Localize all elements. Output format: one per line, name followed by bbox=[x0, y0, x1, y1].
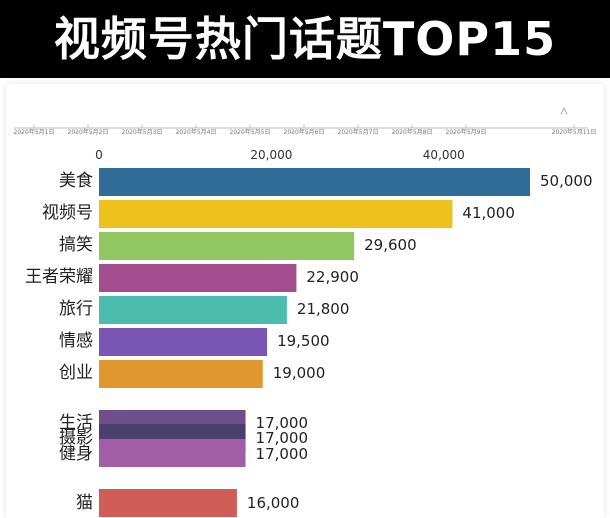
bar-group: 健身 17,000 bbox=[59, 439, 308, 467]
value-label: 22,900 bbox=[306, 268, 359, 286]
bar bbox=[99, 264, 297, 292]
timeline-axis: 2020年5月1日 2020年5月2日 2020年5月3日 2020年5月4日 2020… bbox=[14, 106, 597, 136]
category-label: 生活 bbox=[59, 413, 93, 433]
bar bbox=[99, 168, 530, 196]
value-label: 19,500 bbox=[277, 332, 330, 350]
value-label: 41,000 bbox=[462, 204, 515, 222]
value-label: 21,800 bbox=[297, 300, 350, 318]
bar-group: 美食 50,000 bbox=[59, 168, 593, 196]
timeline-date-label: 2020年5月8日 bbox=[392, 128, 433, 136]
bar bbox=[99, 489, 237, 517]
x-axis: 0 20,000 40,000 bbox=[95, 148, 465, 162]
x-tick-label: 20,000 bbox=[250, 148, 292, 162]
category-label: 旅行 bbox=[59, 299, 93, 319]
bar-group: 旅行 21,800 bbox=[59, 296, 349, 324]
category-label: 健身 bbox=[59, 444, 93, 464]
timeline-arrow-icon bbox=[560, 106, 568, 115]
timeline-date-label: 2020年5月1日 bbox=[14, 128, 55, 136]
category-label: 创业 bbox=[59, 363, 93, 383]
timeline-date-label: 2020年5月6日 bbox=[284, 128, 325, 136]
timeline-date-label: 2020年5月2日 bbox=[68, 128, 109, 136]
bars-group: 美食 50,000 视频号 41,000 搞笑 29,600 王者荣耀 22,900 旅行 21,… bbox=[25, 168, 593, 517]
timeline-date-label: 2020年5月5日 bbox=[230, 128, 271, 136]
value-label: 17,000 bbox=[256, 414, 308, 432]
bar-group: 王者荣耀 22,900 bbox=[25, 264, 359, 292]
bar bbox=[99, 328, 268, 356]
value-label: 19,000 bbox=[273, 364, 326, 382]
bar bbox=[99, 232, 355, 260]
category-label: 王者荣耀 bbox=[25, 267, 93, 287]
value-label: 50,000 bbox=[540, 172, 593, 190]
bar-group: 搞笑 29,600 bbox=[59, 232, 417, 260]
page-title: 视频号热门话题TOP15 bbox=[53, 12, 557, 66]
bar bbox=[99, 439, 246, 467]
value-label: 29,600 bbox=[364, 236, 417, 254]
bar-group: 猫 16,000 bbox=[76, 489, 299, 517]
bar bbox=[99, 296, 287, 324]
category-label: 美食 bbox=[59, 171, 93, 191]
value-label: 17,000 bbox=[256, 429, 308, 447]
value-label: 16,000 bbox=[247, 494, 299, 512]
category-label: 情感 bbox=[59, 331, 93, 351]
timeline-date-label: 2020年5月7日 bbox=[338, 128, 379, 136]
bar-group: 视频号 41,000 bbox=[42, 200, 515, 228]
timeline-date-label: 2020年5月4日 bbox=[176, 128, 217, 136]
title-banner: 视频号热门话题TOP15 bbox=[0, 0, 610, 78]
category-label: 视频号 bbox=[42, 203, 93, 223]
x-tick-label: 0 bbox=[95, 148, 103, 162]
category-label: 摄影 bbox=[59, 428, 93, 448]
bar-group: 创业 19,000 bbox=[59, 360, 325, 388]
bar-chart: 2020年5月1日 2020年5月2日 2020年5月3日 2020年5月4日 2020… bbox=[14, 106, 597, 517]
bar bbox=[99, 360, 263, 388]
bar bbox=[99, 200, 453, 228]
category-label: 搞笑 bbox=[59, 235, 93, 255]
timeline-date-label: 2020年5月11日 bbox=[552, 128, 597, 136]
x-tick-label: 40,000 bbox=[423, 148, 465, 162]
category-label: 猫 bbox=[76, 493, 93, 513]
chart-panel: 2020年5月1日 2020年5月2日 2020年5月3日 2020年5月4日 2020… bbox=[6, 84, 604, 518]
timeline-date-label: 2020年5月9日 bbox=[446, 128, 487, 136]
timeline-date-label: 2020年5月3日 bbox=[122, 128, 163, 136]
bar-group: 情感 19,500 bbox=[59, 328, 330, 356]
value-label: 17,000 bbox=[256, 445, 308, 463]
